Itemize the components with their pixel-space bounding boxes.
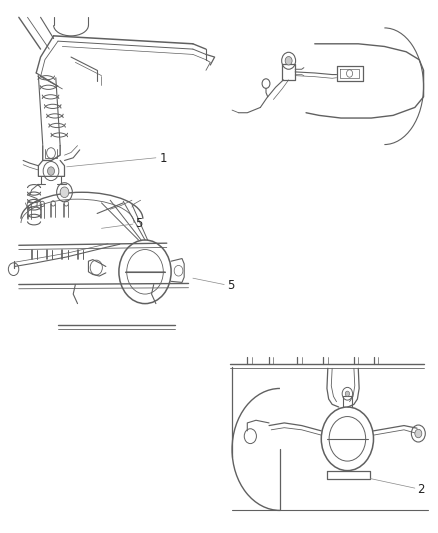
Text: 2: 2 bbox=[417, 483, 425, 496]
Text: 5: 5 bbox=[135, 216, 143, 230]
Circle shape bbox=[345, 391, 350, 397]
Circle shape bbox=[415, 429, 422, 438]
Circle shape bbox=[47, 167, 54, 175]
Circle shape bbox=[285, 56, 292, 65]
Text: 1: 1 bbox=[159, 152, 167, 165]
Circle shape bbox=[60, 187, 69, 198]
Text: 5: 5 bbox=[227, 279, 234, 292]
